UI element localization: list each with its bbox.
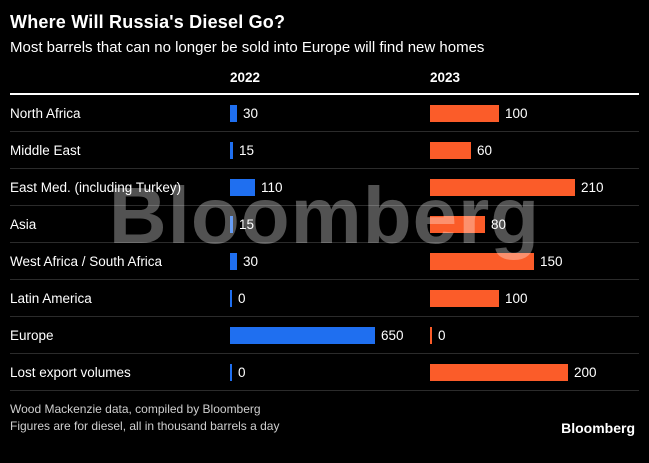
cell-2022: 0 — [230, 289, 430, 307]
header-spacer — [10, 70, 230, 85]
cell-2022: 0 — [230, 363, 430, 381]
value-label-2022: 110 — [261, 179, 283, 195]
chart-title: Where Will Russia's Diesel Go? — [10, 12, 286, 32]
bar-2023 — [430, 178, 575, 196]
bar-2022 — [230, 104, 237, 122]
bar-2022 — [230, 178, 255, 196]
category-label: Lost export volumes — [10, 364, 131, 380]
bar-2022 — [230, 326, 375, 344]
value-label-2023: 0 — [438, 327, 446, 343]
table-row: North Africa 30 100 — [10, 95, 639, 132]
cell-2022: 15 — [230, 141, 430, 159]
table-row: West Africa / South Africa 30 150 — [10, 243, 639, 280]
category-label: Middle East — [10, 142, 81, 158]
source-line-1: Wood Mackenzie data, compiled by Bloombe… — [10, 402, 261, 416]
bar-2023 — [430, 215, 485, 233]
cell-2023: 200 — [430, 363, 639, 381]
table-row: Lost export volumes 0 200 — [10, 354, 639, 391]
chart-footer: Wood Mackenzie data, compiled by Bloombe… — [10, 401, 639, 436]
category-label: East Med. (including Turkey) — [10, 179, 182, 195]
value-label-2022: 650 — [381, 327, 404, 343]
cell-2023: 150 — [430, 252, 639, 270]
value-label-2022: 30 — [243, 253, 259, 269]
value-label-2023: 150 — [540, 253, 563, 269]
value-label-2022: 30 — [243, 105, 259, 121]
cell-2023: 80 — [430, 215, 639, 233]
table-row: Europe 650 0 — [10, 317, 639, 354]
category-label: Asia — [10, 216, 37, 232]
chart-rows: North Africa 30 100 Middle East 15 60 Ea… — [10, 93, 639, 391]
bar-2022 — [230, 215, 233, 233]
bar-2022 — [230, 363, 232, 381]
value-label-2023: 80 — [491, 216, 507, 232]
table-row: East Med. (including Turkey) 110 210 — [10, 169, 639, 206]
value-label-2022: 0 — [238, 364, 246, 380]
bar-2023 — [430, 141, 471, 159]
source-line-2: Figures are for diesel, all in thousand … — [10, 419, 280, 434]
cell-2023: 210 — [430, 178, 639, 196]
bar-2023 — [430, 104, 499, 122]
cell-2023: 100 — [430, 289, 639, 307]
value-label-2022: 0 — [238, 290, 246, 306]
value-label-2023: 210 — [581, 179, 604, 195]
cell-2022: 110 — [230, 178, 430, 196]
value-label-2023: 100 — [505, 290, 528, 306]
category-label: Europe — [10, 327, 54, 343]
source-note: Wood Mackenzie data, compiled by Bloombe… — [10, 401, 279, 436]
category-label: North Africa — [10, 105, 81, 121]
chart-subtitle: Most barrels that can no longer be sold … — [10, 39, 485, 56]
bar-2023 — [430, 289, 499, 307]
value-label-2022: 15 — [239, 216, 255, 232]
header-2023: 2023 — [430, 70, 461, 85]
header-2022: 2022 — [230, 70, 261, 85]
cell-2022: 650 — [230, 326, 430, 344]
bloomberg-logo: Bloomberg — [561, 419, 635, 436]
value-label-2023: 100 — [505, 105, 528, 121]
category-label: West Africa / South Africa — [10, 253, 163, 269]
bar-2022 — [230, 289, 232, 307]
table-row: Middle East 15 60 — [10, 132, 639, 169]
bar-2023 — [430, 326, 432, 344]
cell-2022: 30 — [230, 252, 430, 270]
value-label-2022: 15 — [239, 142, 255, 158]
bar-2023 — [430, 252, 534, 270]
cell-2022: 15 — [230, 215, 430, 233]
cell-2023: 100 — [430, 104, 639, 122]
cell-2023: 0 — [430, 326, 639, 344]
bar-2022 — [230, 141, 233, 159]
column-headers: 2022 2023 — [10, 70, 639, 93]
category-label: Latin America — [10, 290, 92, 306]
cell-2022: 30 — [230, 104, 430, 122]
value-label-2023: 60 — [477, 142, 493, 158]
cell-2023: 60 — [430, 141, 639, 159]
bar-2022 — [230, 252, 237, 270]
value-label-2023: 200 — [574, 364, 597, 380]
table-row: Asia 15 80 — [10, 206, 639, 243]
bar-2023 — [430, 363, 568, 381]
table-row: Latin America 0 100 — [10, 280, 639, 317]
